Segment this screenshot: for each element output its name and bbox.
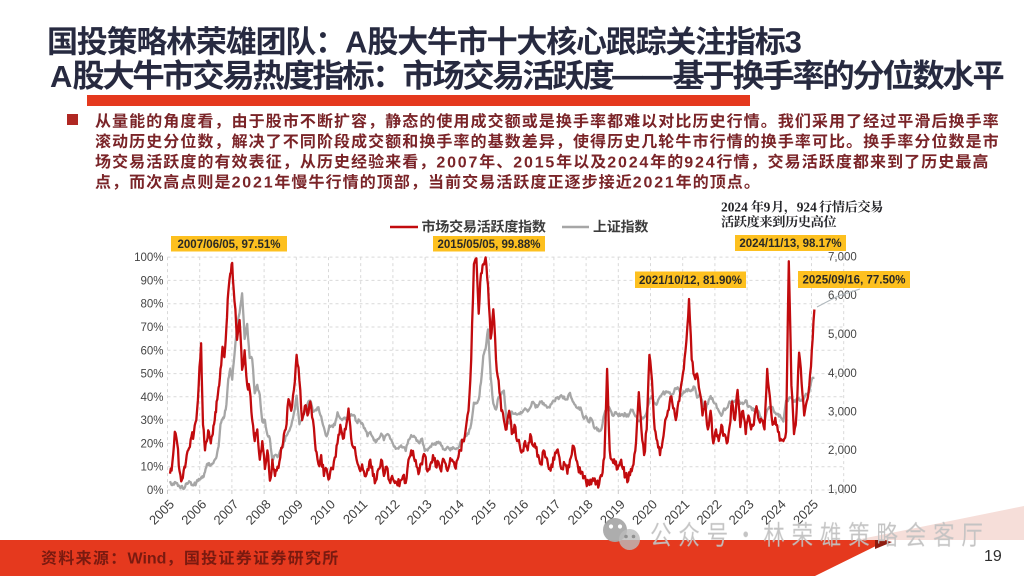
svg-text:3,000: 3,000 <box>828 407 857 419</box>
svg-text:2015/05/05, 99.88%: 2015/05/05, 99.88% <box>438 239 541 251</box>
svg-text:6,000: 6,000 <box>828 290 857 302</box>
svg-text:2020: 2020 <box>629 497 660 528</box>
svg-text:1,000: 1,000 <box>828 484 857 496</box>
svg-text:2011: 2011 <box>340 497 370 527</box>
svg-text:9: 9 <box>764 199 771 214</box>
svg-text:2014: 2014 <box>436 497 467 528</box>
svg-text:2017: 2017 <box>532 497 563 528</box>
svg-text:Wind: Wind <box>128 551 167 568</box>
svg-text:90%: 90% <box>140 275 163 287</box>
svg-text:2008: 2008 <box>243 497 274 528</box>
svg-text:2025/09/16, 77.50%: 2025/09/16, 77.50% <box>803 275 906 287</box>
svg-text:0%: 0% <box>147 485 164 497</box>
svg-text:5,000: 5,000 <box>828 329 857 341</box>
svg-text:2024: 2024 <box>721 199 748 214</box>
svg-text:2015: 2015 <box>513 154 556 171</box>
svg-text:40%: 40% <box>140 392 163 404</box>
svg-text:60%: 60% <box>140 345 163 357</box>
svg-text:30%: 30% <box>140 415 163 427</box>
svg-text:50%: 50% <box>140 369 163 381</box>
svg-text:2010: 2010 <box>307 497 338 528</box>
svg-text:3: 3 <box>785 25 802 60</box>
svg-text:2006: 2006 <box>178 497 209 528</box>
svg-text:2018: 2018 <box>565 497 596 528</box>
svg-text:70%: 70% <box>140 322 163 334</box>
svg-text:924: 924 <box>797 199 817 214</box>
svg-text:2015: 2015 <box>468 497 499 528</box>
svg-text:2024/11/13, 98.17%: 2024/11/13, 98.17% <box>739 238 841 250</box>
svg-text:2021: 2021 <box>232 175 275 192</box>
svg-text:924: 924 <box>684 154 716 171</box>
svg-text:2023: 2023 <box>726 497 757 528</box>
svg-text:100%: 100% <box>134 252 163 264</box>
svg-text:2,000: 2,000 <box>828 445 857 457</box>
svg-text:2009: 2009 <box>275 497 306 528</box>
svg-text:2024: 2024 <box>758 497 789 528</box>
svg-text:2012: 2012 <box>371 497 402 528</box>
svg-text:7,000: 7,000 <box>828 252 857 264</box>
svg-text:2024: 2024 <box>607 154 650 171</box>
svg-text:2005: 2005 <box>146 497 177 528</box>
svg-text:2021/10/12, 81.90%: 2021/10/12, 81.90% <box>639 275 742 287</box>
svg-text:19: 19 <box>984 548 1002 565</box>
svg-text:2007/06/05, 97.51%: 2007/06/05, 97.51% <box>178 239 281 251</box>
svg-text:A: A <box>345 25 367 60</box>
svg-text:2021: 2021 <box>633 175 676 192</box>
svg-text:4,000: 4,000 <box>828 368 857 380</box>
svg-text:10%: 10% <box>140 462 163 474</box>
svg-text:20%: 20% <box>140 438 163 450</box>
svg-text:A: A <box>50 59 72 94</box>
svg-text:2007: 2007 <box>436 154 479 171</box>
svg-text:2007: 2007 <box>210 497 241 528</box>
svg-text:80%: 80% <box>140 299 163 311</box>
svg-text:2013: 2013 <box>404 497 435 528</box>
svg-text:2016: 2016 <box>500 497 531 528</box>
svg-text:2022: 2022 <box>693 497 724 528</box>
svg-text:2021: 2021 <box>661 497 692 528</box>
